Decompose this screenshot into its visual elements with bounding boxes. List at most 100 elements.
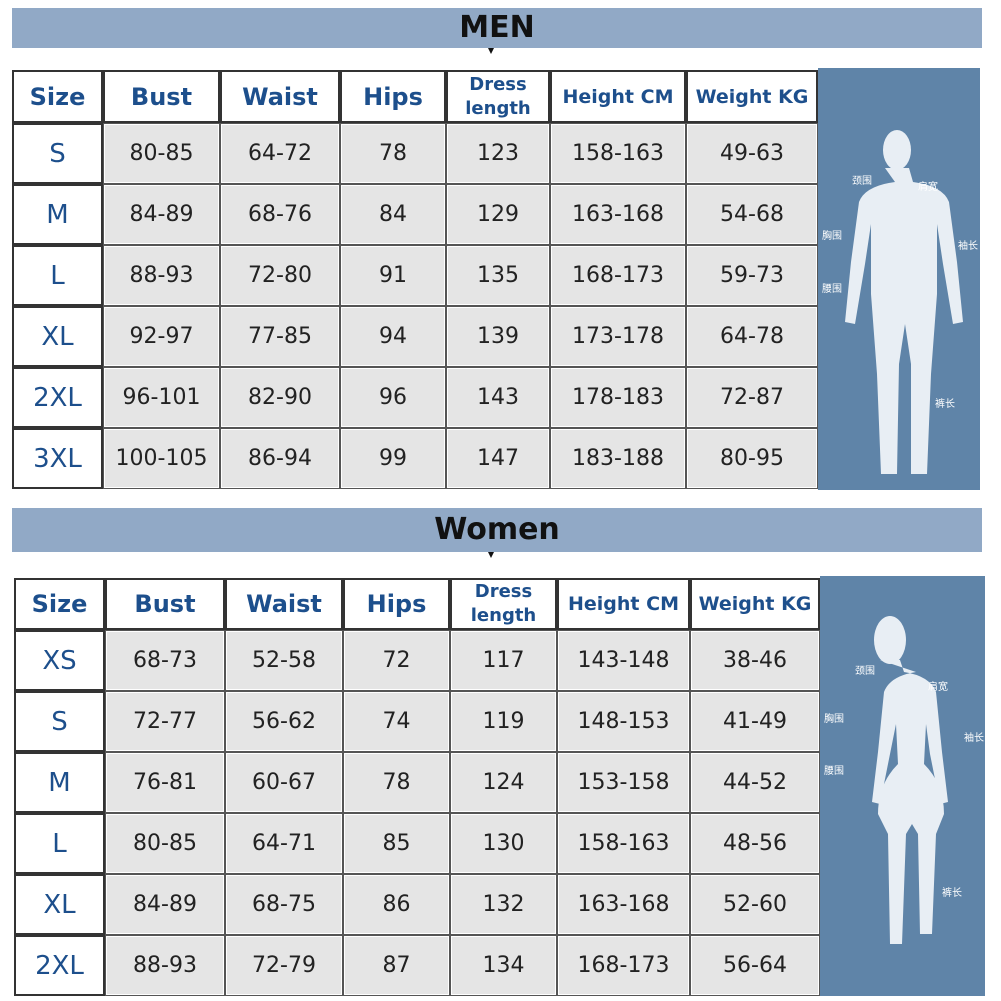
header-cell: Size xyxy=(14,578,105,630)
size-cell: XL xyxy=(12,306,103,367)
header-cell: Bust xyxy=(103,70,220,123)
data-cell: 135 xyxy=(446,245,550,306)
data-cell: 74 xyxy=(343,691,450,752)
data-cell: 68-73 xyxy=(105,630,225,691)
data-cell: 85 xyxy=(343,813,450,874)
size-cell: L xyxy=(14,813,105,874)
figure-label: 裤长 xyxy=(942,888,962,899)
data-cell: 143 xyxy=(446,367,550,428)
data-cell: 72 xyxy=(343,630,450,691)
size-cell: L xyxy=(12,245,103,306)
data-cell: 52-60 xyxy=(690,874,820,935)
data-cell: 139 xyxy=(446,306,550,367)
data-cell: 88-93 xyxy=(105,935,225,996)
data-cell: 147 xyxy=(446,428,550,489)
data-cell: 64-71 xyxy=(225,813,343,874)
figure-label: 胸围 xyxy=(824,714,844,725)
figure-label: 袖长 xyxy=(964,733,984,744)
data-cell: 56-62 xyxy=(225,691,343,752)
data-cell: 77-85 xyxy=(220,306,340,367)
size-cell: S xyxy=(14,691,105,752)
data-cell: 44-52 xyxy=(690,752,820,813)
data-cell: 64-72 xyxy=(220,123,340,184)
data-cell: 68-75 xyxy=(225,874,343,935)
header-cell: Weight KG xyxy=(690,578,820,630)
data-cell: 130 xyxy=(450,813,557,874)
data-cell: 129 xyxy=(446,184,550,245)
size-cell: S xyxy=(12,123,103,184)
data-cell: 100-105 xyxy=(103,428,220,489)
data-cell: 72-80 xyxy=(220,245,340,306)
data-cell: 158-163 xyxy=(550,123,686,184)
size-cell: 2XL xyxy=(14,935,105,996)
header-cell: Height CM xyxy=(550,70,686,123)
data-cell: 119 xyxy=(450,691,557,752)
data-cell: 56-64 xyxy=(690,935,820,996)
data-cell: 78 xyxy=(340,123,446,184)
header-cell: Hips xyxy=(340,70,446,123)
data-cell: 92-97 xyxy=(103,306,220,367)
data-cell: 183-188 xyxy=(550,428,686,489)
data-cell: 49-63 xyxy=(686,123,818,184)
data-cell: 41-49 xyxy=(690,691,820,752)
figure-label: 腰围 xyxy=(824,766,844,777)
data-cell: 80-85 xyxy=(105,813,225,874)
data-cell: 123 xyxy=(446,123,550,184)
data-cell: 96-101 xyxy=(103,367,220,428)
figure-label: 袖长 xyxy=(958,241,978,252)
data-cell: 82-90 xyxy=(220,367,340,428)
data-cell: 72-77 xyxy=(105,691,225,752)
data-cell: 163-168 xyxy=(557,874,690,935)
header-cell: Dress length xyxy=(446,70,550,123)
data-cell: 158-163 xyxy=(557,813,690,874)
women-silhouette xyxy=(872,616,948,944)
size-cell: 2XL xyxy=(12,367,103,428)
size-cell: M xyxy=(14,752,105,813)
size-cell: XL xyxy=(14,874,105,935)
header-cell: Dress length xyxy=(450,578,557,630)
data-cell: 148-153 xyxy=(557,691,690,752)
data-cell: 124 xyxy=(450,752,557,813)
data-cell: 68-76 xyxy=(220,184,340,245)
size-cell: M xyxy=(12,184,103,245)
data-cell: 168-173 xyxy=(550,245,686,306)
figure-label: 颈围 xyxy=(855,666,875,677)
data-cell: 72-79 xyxy=(225,935,343,996)
data-cell: 84-89 xyxy=(103,184,220,245)
data-cell: 173-178 xyxy=(550,306,686,367)
header-cell: Height CM xyxy=(557,578,690,630)
data-cell: 99 xyxy=(340,428,446,489)
data-cell: 94 xyxy=(340,306,446,367)
data-cell: 163-168 xyxy=(550,184,686,245)
data-cell: 88-93 xyxy=(103,245,220,306)
header-cell: Weight KG xyxy=(686,70,818,123)
data-cell: 86-94 xyxy=(220,428,340,489)
women-title-bar xyxy=(12,508,982,552)
size-cell: XS xyxy=(14,630,105,691)
data-cell: 153-158 xyxy=(557,752,690,813)
data-cell: 60-67 xyxy=(225,752,343,813)
figure-label: 肩宽 xyxy=(928,682,948,693)
data-cell: 168-173 xyxy=(557,935,690,996)
figure-label: 裤长 xyxy=(935,399,955,410)
data-cell: 117 xyxy=(450,630,557,691)
data-cell: 134 xyxy=(450,935,557,996)
data-cell: 91 xyxy=(340,245,446,306)
header-cell: Hips xyxy=(343,578,450,630)
header-cell: Waist xyxy=(220,70,340,123)
data-cell: 64-78 xyxy=(686,306,818,367)
header-cell: Bust xyxy=(105,578,225,630)
data-cell: 80-95 xyxy=(686,428,818,489)
data-cell: 76-81 xyxy=(105,752,225,813)
data-cell: 178-183 xyxy=(550,367,686,428)
data-cell: 54-68 xyxy=(686,184,818,245)
data-cell: 86 xyxy=(343,874,450,935)
header-cell: Size xyxy=(12,70,103,123)
section-title: Women xyxy=(434,511,560,547)
data-cell: 72-87 xyxy=(686,367,818,428)
figure-label: 腰围 xyxy=(822,284,842,295)
data-cell: 87 xyxy=(343,935,450,996)
data-cell: 48-56 xyxy=(690,813,820,874)
